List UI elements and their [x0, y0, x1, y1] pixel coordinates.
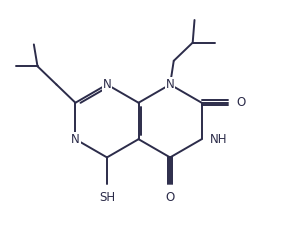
Text: SH: SH	[99, 191, 115, 204]
Text: O: O	[236, 96, 245, 109]
Text: N: N	[71, 133, 80, 146]
Text: N: N	[166, 78, 175, 91]
Text: NH: NH	[210, 133, 227, 146]
Text: O: O	[166, 191, 175, 204]
Text: N: N	[103, 78, 111, 91]
